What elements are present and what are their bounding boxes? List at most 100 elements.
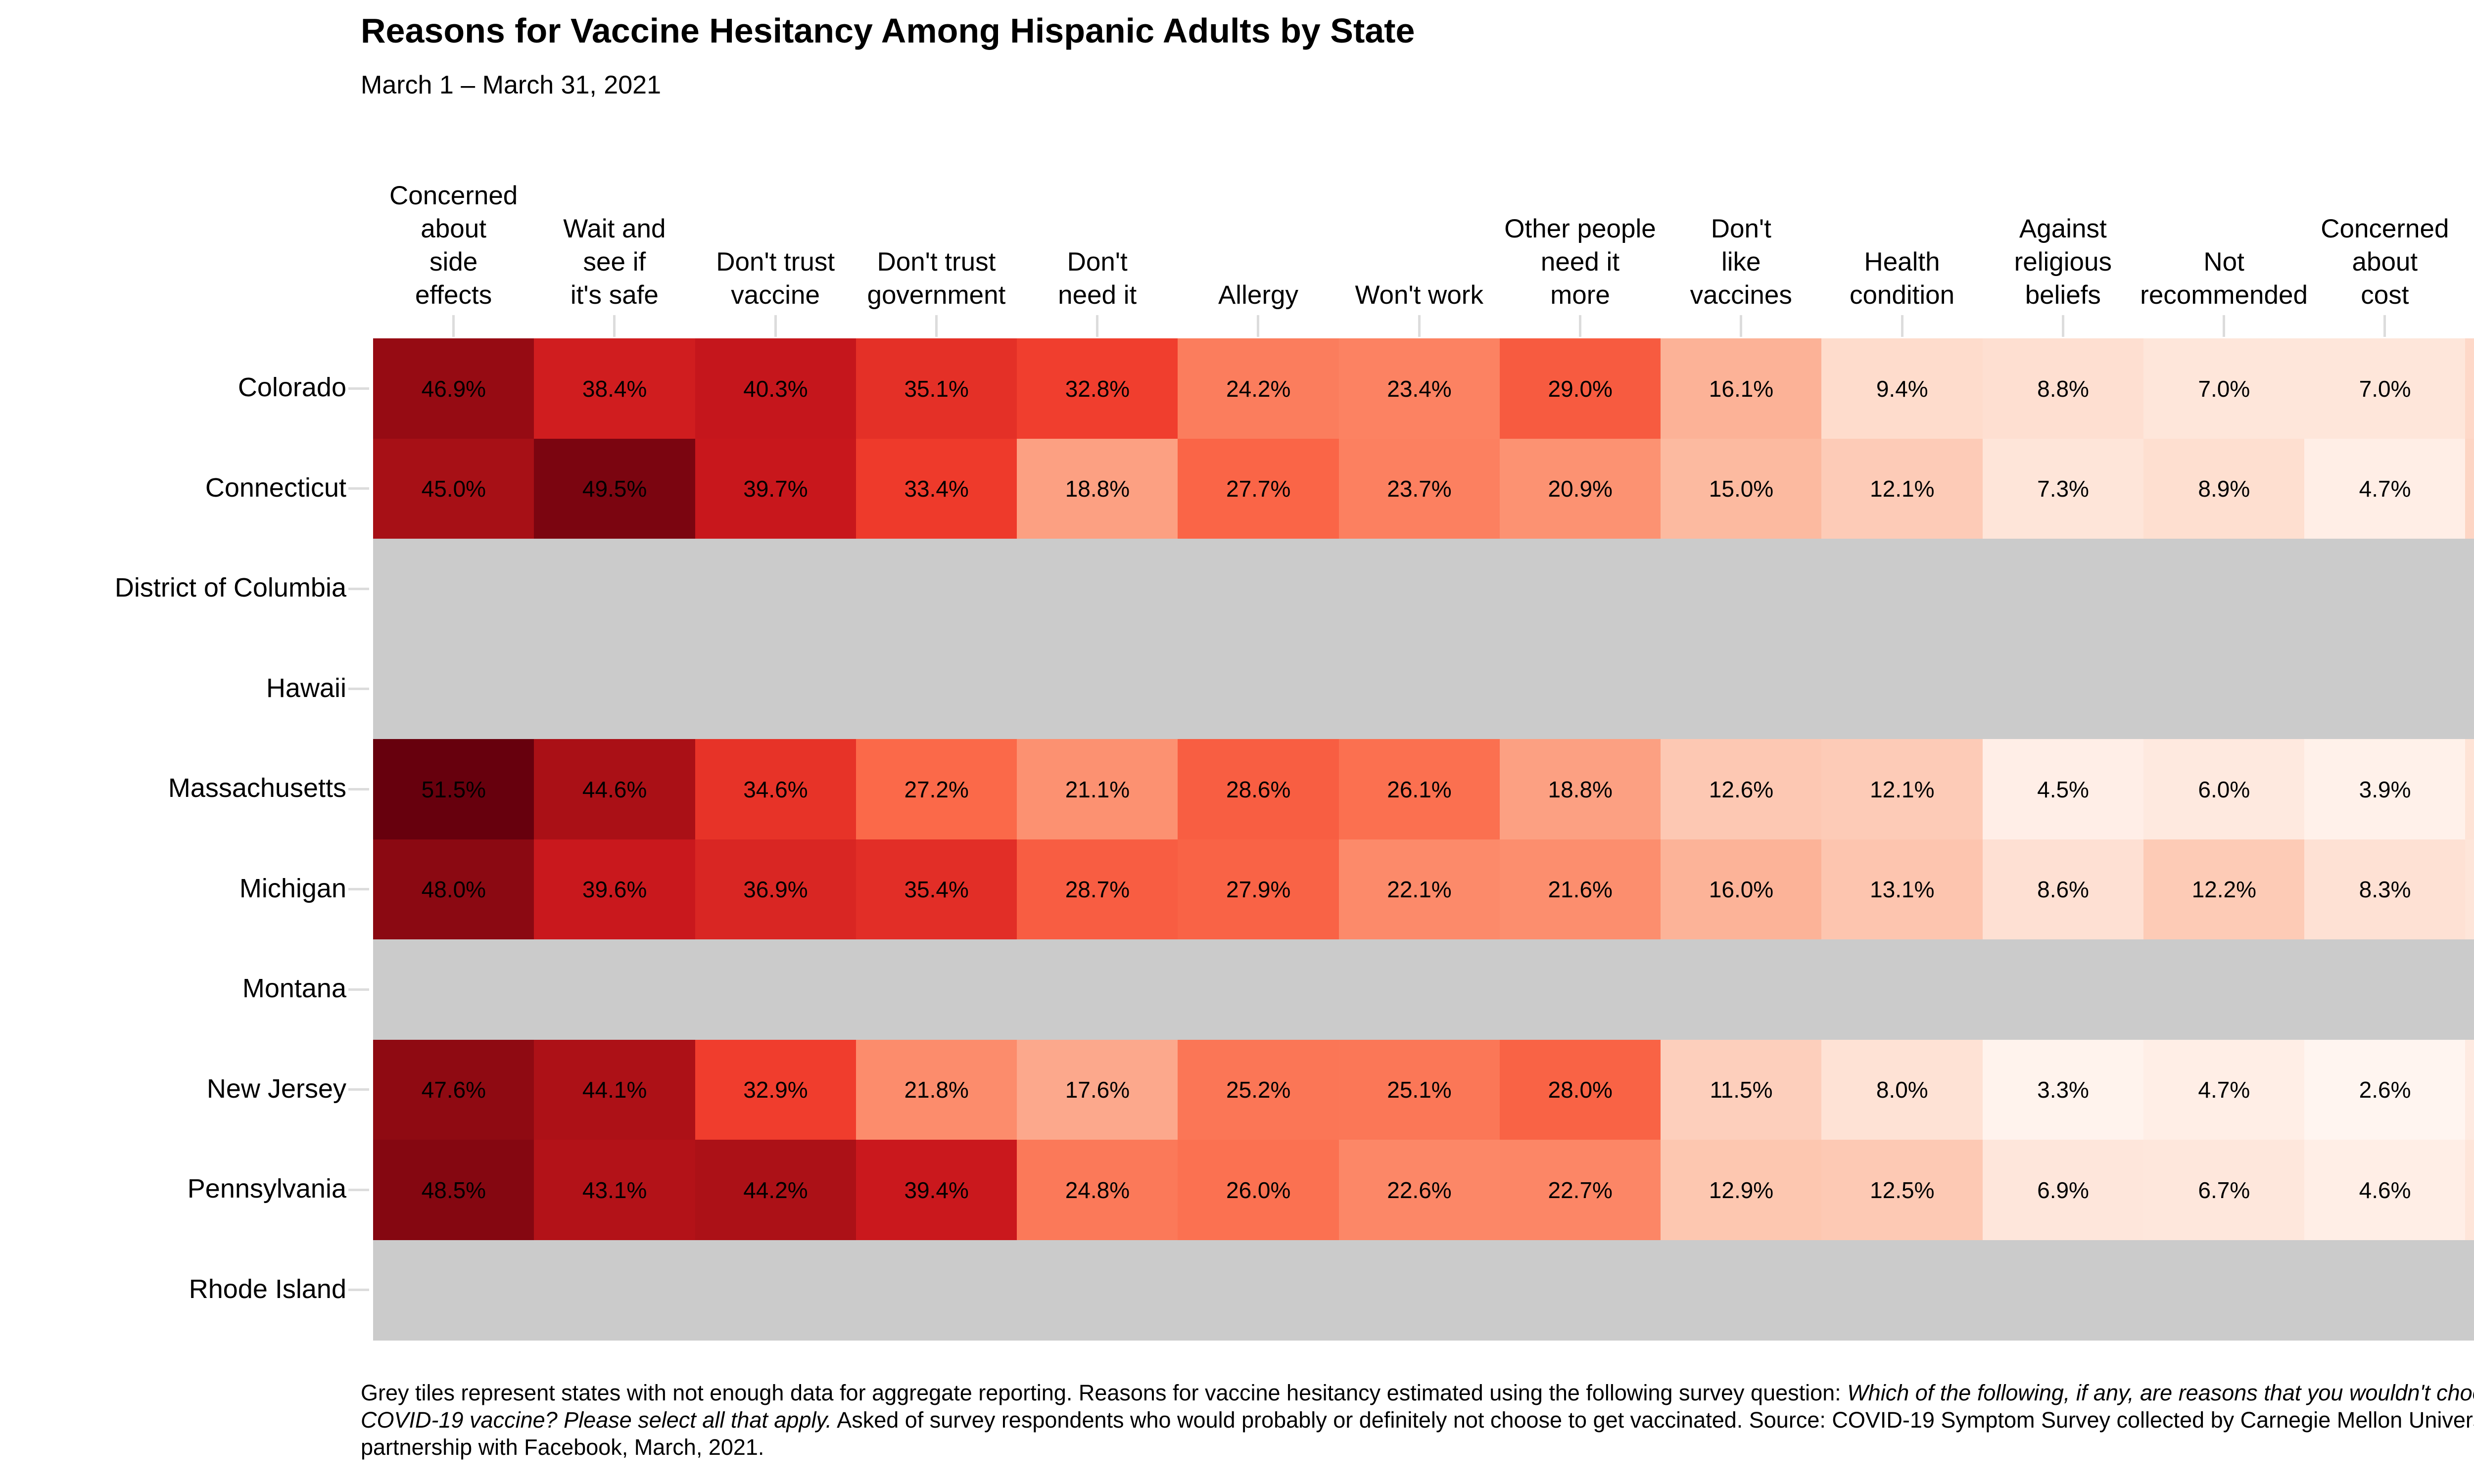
heatmap-cell: 24.2% [1178, 338, 1339, 439]
heatmap-cell: 35.4% [856, 839, 1017, 940]
heatmap-cell: 39.7% [695, 438, 856, 539]
heatmap-cell: 28.6% [1178, 739, 1339, 839]
heatmap-cell: 7.0% [2304, 338, 2466, 439]
heatmap-cell: 25.2% [1178, 1039, 1339, 1140]
cell-value-label: 35.1% [904, 375, 969, 402]
heatmap-cell: 25.1% [1338, 1039, 1500, 1140]
heatmap-cell: 11.5% [1661, 1039, 1822, 1140]
column-header: Health condition [1849, 247, 1955, 310]
column-header: Don't trust government [867, 247, 1006, 310]
column-header: Other people need it more [1504, 214, 1656, 310]
cell-value-label: 21.1% [1065, 776, 1130, 802]
cell-value-label: 44.6% [582, 776, 647, 802]
row-tick-left [348, 788, 369, 790]
cell-value-label: 26.0% [1226, 1177, 1291, 1203]
row-tick-left [348, 1188, 369, 1191]
heatmap-cell: 12.5% [1821, 1140, 1983, 1240]
cell-value-label: 25.2% [1226, 1077, 1291, 1103]
heatmap-cell: 9.4% [1821, 338, 1983, 439]
date-range-subtitle: March 1 – March 31, 2021 [361, 71, 661, 99]
column-tick [1901, 315, 1903, 337]
heatmap-cell: 27.9% [1178, 839, 1339, 940]
cell-value-label: 27.9% [1226, 877, 1291, 902]
heatmap-cell: 20.9% [1499, 438, 1661, 539]
cell-value-label: 4.7% [2359, 476, 2411, 502]
cell-value-label: 48.0% [421, 877, 486, 902]
cell-value-label: 8.9% [2198, 476, 2250, 502]
cell-value-label: 32.8% [1065, 375, 1130, 402]
cell-value-label: 7.3% [2037, 476, 2089, 502]
heatmap-cell: 40.3% [695, 338, 856, 439]
heatmap-cell: 24.8% [1017, 1140, 1178, 1240]
heatmap-cell: 32.9% [695, 1039, 856, 1140]
heatmap-cell: 21.6% [1499, 839, 1661, 940]
no-data-row [373, 939, 2474, 1040]
heatmap-cell: 12.1% [1821, 438, 1983, 539]
heatmap-cell: 22.7% [1499, 1140, 1661, 1240]
heatmap-cell: 21.8% [856, 1039, 1017, 1140]
heatmap-cell: 2.6% [2304, 1039, 2466, 1140]
cell-value-label: 48.5% [421, 1177, 486, 1203]
row-label: Massachusetts [168, 773, 346, 803]
cell-value-label: 4.5% [2037, 776, 2089, 802]
cell-value-label: 12.2% [2191, 877, 2257, 902]
heatmap-cell: 39.6% [534, 839, 696, 940]
cell-value-label: 7.0% [2198, 375, 2250, 402]
heatmap-cell: 16.0% [1661, 839, 1822, 940]
heatmap-cell: 12.6% [1661, 739, 1822, 839]
heatmap-cell: 32.8% [1017, 338, 1178, 439]
column-tick [1740, 315, 1743, 337]
cell-value-label: 11.5% [1710, 1077, 1773, 1103]
heatmap-cell: 44.2% [695, 1140, 856, 1240]
heatmap-cell: 44.1% [534, 1039, 696, 1140]
heatmap-cell: 17.6% [1017, 1039, 1178, 1140]
cell-value-label: 3.9% [2359, 776, 2411, 802]
cell-value-label: 12.6% [1709, 776, 1774, 802]
cell-value-label: 8.6% [2037, 877, 2089, 902]
heatmap-cell: 5.7% [2465, 1039, 2474, 1140]
heatmap-cell: 27.7% [1178, 438, 1339, 539]
column-tick [1096, 315, 1099, 337]
heatmap-cell: 34.6% [695, 739, 856, 839]
heatmap-cell: 7.3% [2465, 1140, 2474, 1240]
heatmap-cell: 13.1% [1821, 839, 1983, 940]
heatmap-cell: 4.5% [1982, 739, 2144, 839]
heatmap-cell: 51.5% [373, 739, 534, 839]
cell-value-label: 26.1% [1387, 776, 1452, 802]
cell-value-label: 15.0% [1709, 476, 1774, 502]
heatmap-cell: 23.4% [1338, 338, 1500, 439]
heatmap-cell: 28.7% [1017, 839, 1178, 940]
footnote-text: Asked of survey respondents who would pr… [361, 1407, 2474, 1460]
footnote: Grey tiles represent states with not eno… [361, 1379, 2474, 1461]
heatmap-cell: 12.9% [1661, 1140, 1822, 1240]
cell-value-label: 17.6% [1065, 1077, 1130, 1103]
column-tick [1418, 315, 1421, 337]
cell-value-label: 23.4% [1387, 375, 1452, 402]
cell-value-label: 13.1% [1870, 877, 1935, 902]
heatmap-cell: 26.1% [1338, 739, 1500, 839]
row-label: Colorado [238, 372, 346, 403]
heatmap-cell: 46.9% [373, 338, 534, 439]
heatmap-cell: 38.4% [534, 338, 696, 439]
heatmap-cell: 44.6% [534, 739, 696, 839]
row-label: Pennsylvania [187, 1174, 346, 1204]
row-tick-left [348, 888, 369, 891]
row-label: New Jersey [206, 1073, 346, 1104]
heatmap-cell: 3.3% [1982, 1039, 2144, 1140]
cell-value-label: 28.6% [1226, 776, 1291, 802]
cell-value-label: 22.7% [1548, 1177, 1613, 1203]
row-tick-left [348, 587, 369, 590]
cell-value-label: 12.1% [1870, 776, 1935, 802]
heatmap-cell: 8.6% [1982, 839, 2144, 940]
row-tick-left [348, 688, 369, 691]
cell-value-label: 6.9% [2037, 1177, 2089, 1203]
cell-value-label: 27.7% [1226, 476, 1291, 502]
heatmap-cell: 18.8% [1499, 739, 1661, 839]
cell-value-label: 21.6% [1548, 877, 1613, 902]
heatmap-cell: 33.4% [856, 438, 1017, 539]
cell-value-label: 46.9% [421, 375, 486, 402]
cell-value-label: 44.1% [582, 1077, 647, 1103]
heatmap-cell: 47.6% [373, 1039, 534, 1140]
column-header: Wait and see if it's safe [563, 214, 666, 310]
cell-value-label: 12.9% [1709, 1177, 1774, 1203]
